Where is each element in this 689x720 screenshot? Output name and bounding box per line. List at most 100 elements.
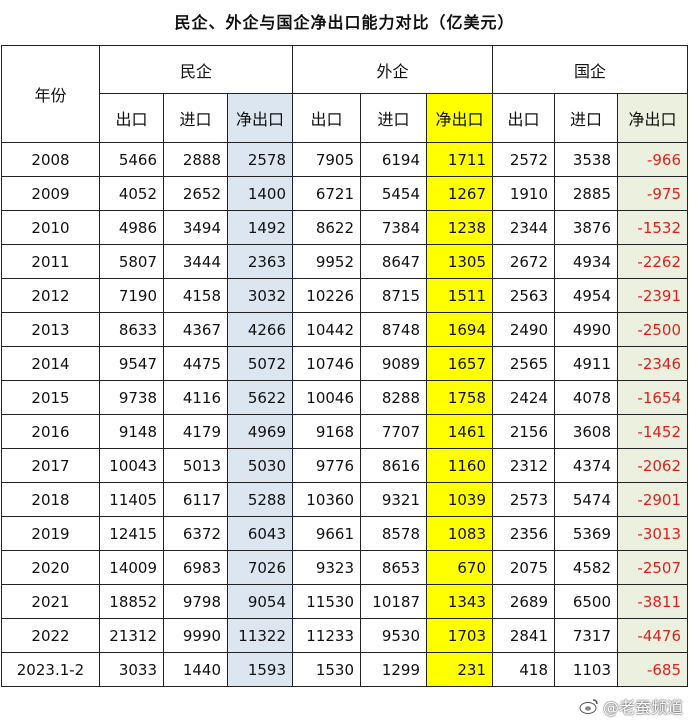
cell-foreign-net: 1267 — [426, 176, 493, 211]
cell-state-net: -4476 — [617, 618, 688, 653]
cell-foreign-import: 5454 — [360, 176, 427, 211]
table-row: 2019 12415 6372 6043 9661 8578 1083 2356 5369 -30… — [1, 516, 688, 551]
cell-private-import: 6983 — [163, 550, 228, 585]
cell-state-net: -1452 — [617, 414, 688, 449]
cell-foreign-import: 9089 — [360, 346, 427, 381]
cell-foreign-import: 6194 — [360, 142, 427, 177]
cell-foreign-import: 8653 — [360, 550, 427, 585]
header-private-net: 净出口 — [227, 93, 293, 143]
cell-state-import: 4990 — [554, 312, 618, 347]
cell-foreign-import: 10187 — [360, 584, 427, 619]
cell-state-net: -685 — [617, 652, 688, 687]
cell-state-export: 2490 — [492, 312, 555, 347]
cell-state-export: 2572 — [492, 142, 555, 177]
cell-state-export: 2573 — [492, 482, 555, 517]
cell-foreign-import: 8288 — [360, 380, 427, 415]
cell-state-import: 5474 — [554, 482, 618, 517]
cell-foreign-export: 11233 — [292, 618, 361, 653]
cell-year: 2013 — [1, 312, 100, 347]
cell-private-export: 4052 — [99, 176, 164, 211]
cell-state-export: 2672 — [492, 244, 555, 279]
cell-foreign-export: 9952 — [292, 244, 361, 279]
cell-private-import: 4158 — [163, 278, 228, 313]
cell-foreign-import: 7707 — [360, 414, 427, 449]
cell-state-net: -2391 — [617, 278, 688, 313]
watermark: @老蚕频道 — [579, 693, 683, 719]
cell-foreign-net: 1305 — [426, 244, 493, 279]
cell-foreign-export: 11530 — [292, 584, 361, 619]
cell-foreign-export: 7905 — [292, 142, 361, 177]
table-row: 2022 21312 9990 11322 11233 9530 1703 2841 7317-… — [1, 618, 688, 653]
cell-state-import: 3538 — [554, 142, 618, 177]
table-row: 2012 7190 4158 3032 10226 8715 1511 2563 4954 -23… — [1, 278, 688, 313]
cell-private-import: 2652 — [163, 176, 228, 211]
cell-foreign-import: 7384 — [360, 210, 427, 245]
cell-state-import: 4934 — [554, 244, 618, 279]
cell-private-import: 4367 — [163, 312, 228, 347]
table-row: 2013 8633 4367 4266 10442 8748 1694 2490 4990 -25… — [1, 312, 688, 347]
header-state-export: 出口 — [492, 93, 555, 143]
cell-state-export: 2424 — [492, 380, 555, 415]
cell-year: 2008 — [1, 142, 100, 177]
cell-private-net: 2363 — [227, 244, 293, 279]
cell-state-export: 2344 — [492, 210, 555, 245]
cell-foreign-net: 1461 — [426, 414, 493, 449]
cell-private-import: 5013 — [163, 448, 228, 483]
cell-foreign-net: 1083 — [426, 516, 493, 551]
cell-state-net: -975 — [617, 176, 688, 211]
cell-year: 2017 — [1, 448, 100, 483]
cell-private-import: 6372 — [163, 516, 228, 551]
cell-private-import: 1440 — [163, 652, 228, 687]
cell-state-export: 2156 — [492, 414, 555, 449]
cell-state-net: -2500 — [617, 312, 688, 347]
cell-private-net: 11322 — [227, 618, 293, 653]
header-private: 民企 — [99, 45, 293, 94]
cell-year: 2016 — [1, 414, 100, 449]
cell-private-export: 8633 — [99, 312, 164, 347]
table-row: 2011 5807 3444 2363 9952 8647 1305 2672 4934 -226… — [1, 244, 688, 279]
table-row: 2017 10043 5013 5030 9776 8616 1160 2312 4374 -20… — [1, 448, 688, 483]
header-foreign-net: 净出口 — [426, 93, 493, 143]
cell-foreign-export: 10046 — [292, 380, 361, 415]
cell-private-export: 12415 — [99, 516, 164, 551]
cell-private-import: 4179 — [163, 414, 228, 449]
cell-private-net: 3032 — [227, 278, 293, 313]
cell-foreign-net: 231 — [426, 652, 493, 687]
cell-state-export: 2841 — [492, 618, 555, 653]
table-row: 2018 11405 6117 5288 10360 9321 1039 2573 5474 -2… — [1, 482, 688, 517]
cell-foreign-export: 9168 — [292, 414, 361, 449]
cell-year: 2023.1-2 — [1, 652, 100, 687]
cell-year: 2022 — [1, 618, 100, 653]
cell-state-net: -2507 — [617, 550, 688, 585]
cell-state-export: 2563 — [492, 278, 555, 313]
cell-state-import: 5369 — [554, 516, 618, 551]
table-body: 2008 5466 2888 2578 7905 6194 1711 2572 3538 -966… — [1, 142, 688, 687]
table-row: 2023.1-2 3033 1440 1593 1530 1299 231 418 1103 -6… — [1, 652, 688, 687]
cell-foreign-import: 1299 — [360, 652, 427, 687]
cell-foreign-net: 1039 — [426, 482, 493, 517]
cell-foreign-export: 10746 — [292, 346, 361, 381]
cell-private-net: 4266 — [227, 312, 293, 347]
cell-foreign-net: 1711 — [426, 142, 493, 177]
cell-state-import: 3876 — [554, 210, 618, 245]
cell-foreign-net: 1657 — [426, 346, 493, 381]
cell-private-export: 18852 — [99, 584, 164, 619]
cell-foreign-export: 1530 — [292, 652, 361, 687]
cell-private-import: 6117 — [163, 482, 228, 517]
cell-private-net: 4969 — [227, 414, 293, 449]
cell-private-export: 9547 — [99, 346, 164, 381]
cell-foreign-export: 9323 — [292, 550, 361, 585]
watermark-text: @老蚕频道 — [602, 698, 683, 717]
cell-foreign-export: 10442 — [292, 312, 361, 347]
cell-private-export: 9738 — [99, 380, 164, 415]
cell-state-net: -3811 — [617, 584, 688, 619]
cell-state-net: -966 — [617, 142, 688, 177]
cell-state-net: -3013 — [617, 516, 688, 551]
cell-private-net: 9054 — [227, 584, 293, 619]
table-row: 2008 5466 2888 2578 7905 6194 1711 2572 3538 -966 — [1, 142, 688, 177]
cell-private-import: 4475 — [163, 346, 228, 381]
cell-state-net: -1532 — [617, 210, 688, 245]
cell-private-net: 5072 — [227, 346, 293, 381]
cell-state-net: -2346 — [617, 346, 688, 381]
cell-private-export: 5807 — [99, 244, 164, 279]
